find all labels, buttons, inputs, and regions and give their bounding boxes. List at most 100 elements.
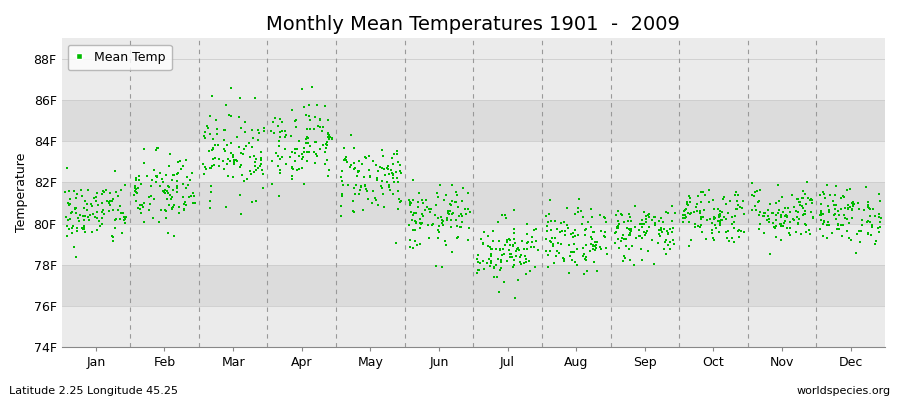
Point — [817, 190, 832, 197]
Point — [296, 154, 310, 160]
Point — [439, 242, 454, 248]
Point — [297, 181, 311, 187]
Point — [339, 159, 354, 166]
Point — [588, 238, 602, 245]
Point — [160, 183, 175, 190]
Point — [422, 206, 436, 212]
Point — [178, 199, 193, 206]
Point — [408, 218, 422, 224]
Point — [698, 192, 712, 198]
Point — [271, 163, 285, 170]
Point — [731, 202, 745, 208]
Point — [508, 206, 522, 213]
Point — [615, 235, 629, 241]
Point — [734, 205, 749, 211]
Point — [767, 224, 781, 230]
Point — [554, 227, 569, 234]
Point — [635, 256, 650, 263]
Point — [586, 243, 600, 249]
Point — [85, 202, 99, 209]
Point — [443, 200, 457, 207]
Point — [647, 261, 662, 267]
Point — [505, 263, 519, 270]
Point — [318, 161, 332, 168]
Point — [89, 194, 104, 200]
Point — [295, 164, 310, 171]
Point — [706, 214, 721, 220]
Point — [780, 205, 795, 212]
Point — [861, 218, 876, 224]
Point — [335, 178, 349, 184]
Point — [335, 168, 349, 174]
Point — [252, 130, 266, 137]
Point — [68, 206, 82, 212]
Point — [726, 219, 741, 226]
Point — [562, 270, 576, 276]
Point — [761, 213, 776, 220]
Point — [313, 123, 328, 130]
Point — [470, 270, 484, 277]
Point — [256, 128, 271, 134]
Point — [827, 206, 842, 212]
Point — [358, 182, 373, 188]
Point — [868, 240, 883, 247]
Point — [598, 214, 612, 221]
Point — [519, 256, 534, 262]
Point — [732, 234, 746, 240]
Point — [75, 193, 89, 199]
Point — [694, 215, 708, 222]
Point — [444, 217, 458, 223]
Point — [697, 214, 711, 220]
Point — [380, 178, 394, 185]
Text: Latitude 2.25 Longitude 45.25: Latitude 2.25 Longitude 45.25 — [9, 386, 178, 396]
Point — [508, 236, 522, 242]
Point — [813, 192, 827, 198]
Point — [798, 201, 813, 207]
Point — [845, 199, 859, 206]
Point — [273, 170, 287, 176]
Point — [420, 204, 435, 210]
Point — [390, 175, 404, 182]
Point — [334, 173, 348, 180]
Point — [406, 210, 420, 216]
Point — [127, 192, 141, 198]
Point — [575, 221, 590, 227]
Point — [699, 236, 714, 242]
Point — [862, 219, 877, 225]
Point — [367, 195, 382, 201]
Point — [307, 149, 321, 156]
Point — [496, 246, 510, 252]
Point — [347, 191, 362, 197]
Point — [500, 237, 514, 244]
Point — [183, 177, 197, 183]
Point — [483, 257, 498, 264]
Point — [861, 231, 876, 238]
Point — [78, 229, 93, 235]
Point — [286, 166, 301, 172]
Point — [637, 229, 652, 236]
Point — [322, 167, 337, 173]
Point — [660, 250, 674, 257]
Point — [846, 199, 860, 205]
Point — [665, 229, 680, 235]
Point — [103, 197, 117, 204]
Point — [351, 168, 365, 175]
Point — [599, 251, 614, 257]
Point — [414, 220, 428, 227]
Point — [277, 127, 292, 134]
Point — [451, 234, 465, 240]
Point — [338, 154, 353, 160]
Point — [622, 226, 636, 232]
Point — [654, 228, 669, 235]
Point — [623, 257, 637, 263]
Point — [676, 219, 690, 225]
Point — [484, 253, 499, 260]
Point — [303, 125, 318, 132]
Point — [551, 240, 565, 246]
Point — [357, 174, 372, 180]
Point — [158, 207, 172, 213]
Point — [471, 267, 485, 274]
Point — [804, 209, 818, 215]
Point — [166, 202, 181, 208]
Point — [526, 227, 541, 233]
